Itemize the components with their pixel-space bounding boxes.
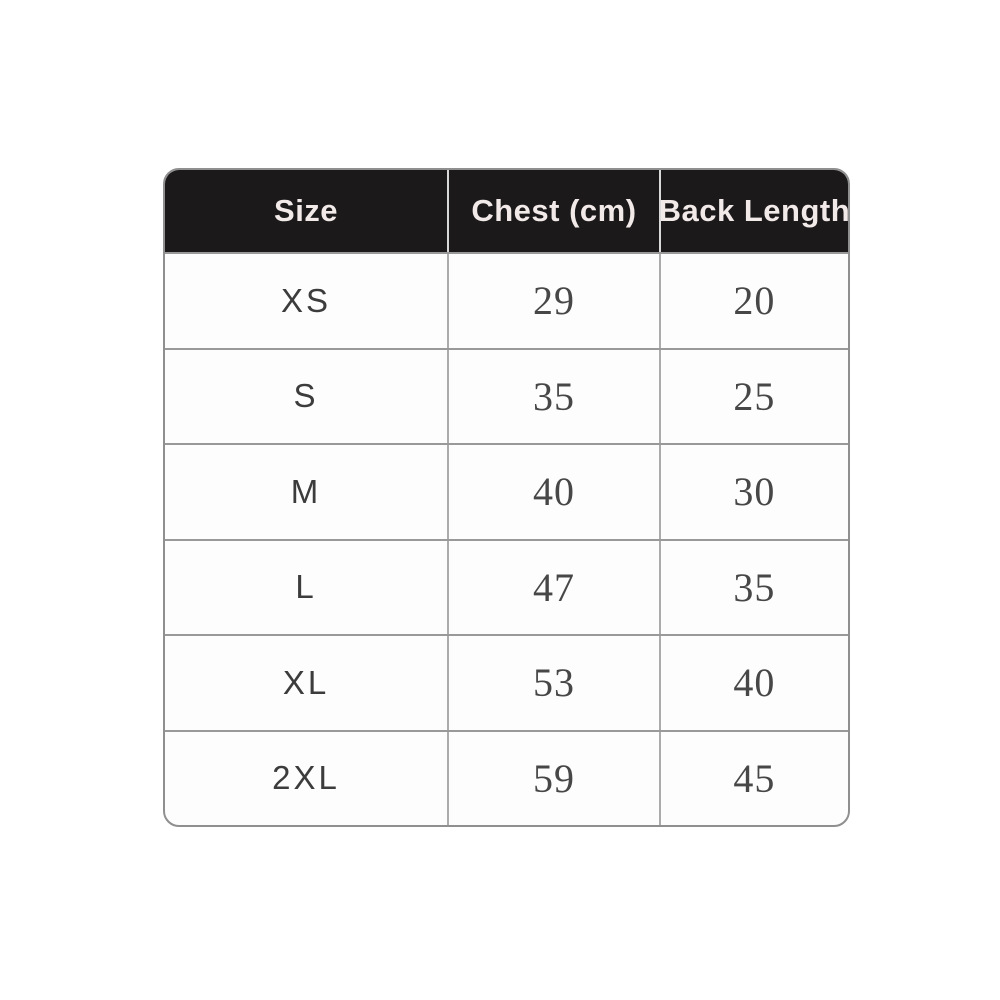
size-cell: L	[295, 568, 317, 606]
size-cell: S	[293, 377, 319, 415]
table-row-l: L 47 35	[165, 538, 848, 634]
back-length-cell: 25	[658, 349, 848, 443]
chest-cell: 40	[447, 445, 659, 539]
table-row-xl: XL 53 40	[165, 634, 848, 730]
table-row-2xl: 2XL 59 45	[165, 729, 848, 825]
column-header-back-length: Back Length	[658, 170, 848, 252]
back-length-cell: 20	[658, 254, 848, 348]
chest-cell: 29	[447, 254, 659, 348]
back-length-cell: 45	[658, 731, 848, 825]
table-header-row: Size Chest (cm) Back Length	[165, 170, 848, 252]
size-cell: XS	[281, 281, 332, 319]
table-row-xs: XS 29 20	[165, 252, 848, 348]
size-cell: M	[290, 472, 322, 510]
back-length-cell: 40	[658, 636, 848, 730]
table-row-s: S 35 25	[165, 347, 848, 443]
chest-cell: 35	[447, 349, 659, 443]
chest-cell: 53	[447, 636, 659, 730]
size-chart-table: Size Chest (cm) Back Length XS 29 20 S 3…	[163, 168, 850, 827]
size-cell: XL	[282, 663, 330, 701]
column-header-size: Size	[274, 193, 339, 228]
back-length-cell: 30	[658, 445, 848, 539]
table-row-m: M 40 30	[165, 443, 848, 539]
chest-cell: 59	[447, 731, 659, 825]
size-cell: 2XL	[272, 759, 340, 797]
column-header-chest: Chest (cm)	[447, 170, 659, 252]
back-length-cell: 35	[658, 540, 848, 634]
chest-cell: 47	[447, 540, 659, 634]
